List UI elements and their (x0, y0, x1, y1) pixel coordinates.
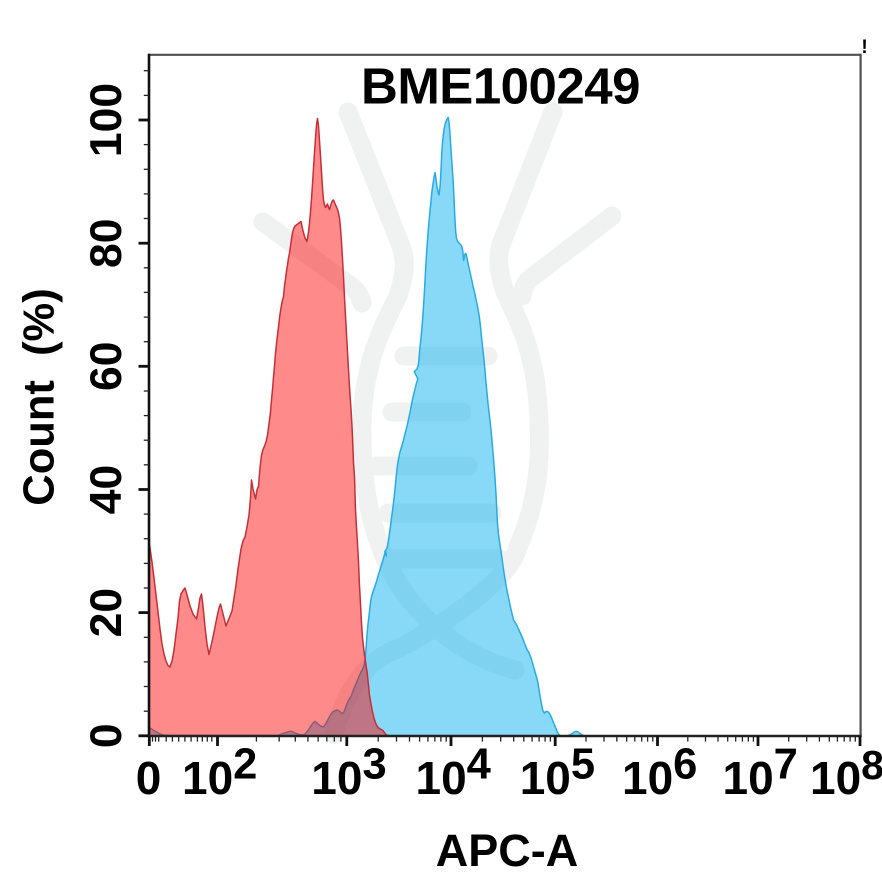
svg-text:40: 40 (82, 465, 131, 515)
svg-text:APC-A: APC-A (436, 825, 579, 876)
svg-text:103: 103 (311, 741, 386, 805)
svg-text:BME100249: BME100249 (361, 58, 640, 115)
svg-text:0: 0 (82, 723, 131, 748)
svg-text:106: 106 (622, 741, 697, 805)
svg-text:100: 100 (82, 83, 131, 157)
svg-text:108: 108 (810, 742, 882, 804)
svg-text:107: 107 (723, 741, 798, 805)
svg-text:80: 80 (82, 218, 131, 268)
svg-text:0: 0 (136, 752, 162, 804)
svg-text:102: 102 (182, 741, 257, 805)
svg-text:60: 60 (82, 342, 131, 392)
svg-text:105: 105 (520, 741, 595, 805)
svg-text:104: 104 (416, 741, 491, 805)
svg-text:!: ! (861, 37, 867, 58)
svg-text:20: 20 (82, 588, 131, 638)
svg-text:Count (%): Count (%) (16, 288, 64, 505)
